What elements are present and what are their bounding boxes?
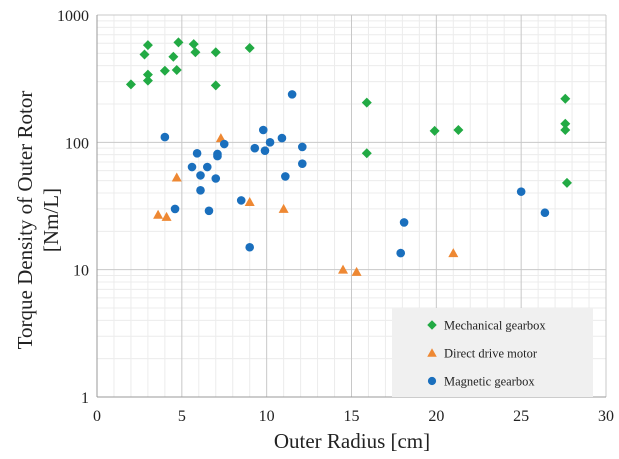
data-point xyxy=(160,132,170,142)
y-axis-label: Torque Density of Outer Rotor [Nm/L] xyxy=(13,91,63,350)
y-tick-labels: 1 10 100 1000 xyxy=(57,8,89,407)
data-point xyxy=(265,138,275,147)
x-tick-labels: 0 5 10 15 20 25 30 xyxy=(93,408,614,425)
y-tick-label: 1 xyxy=(81,390,89,407)
data-point xyxy=(399,218,409,227)
data-point xyxy=(204,206,214,216)
x-tick-label: 5 xyxy=(178,408,186,425)
data-point xyxy=(190,47,201,58)
data-point xyxy=(540,208,550,218)
data-point xyxy=(192,149,202,158)
data-point xyxy=(429,125,440,136)
x-axis-label: Outer Radius [cm] xyxy=(274,429,430,453)
data-point xyxy=(196,186,205,195)
y-tick-label: 10 xyxy=(73,263,89,280)
data-point xyxy=(287,90,297,99)
data-point xyxy=(260,146,270,155)
data-point xyxy=(210,47,221,58)
data-points xyxy=(125,37,572,276)
data-point xyxy=(173,37,184,48)
data-point xyxy=(453,124,464,135)
legend-label: Mechanical gearbox xyxy=(444,319,546,333)
data-point xyxy=(560,93,571,104)
legend-marker xyxy=(427,348,437,357)
data-point xyxy=(188,39,199,50)
data-point xyxy=(142,75,153,86)
data-point xyxy=(168,51,179,62)
legend-marker xyxy=(427,320,437,330)
x-tick-label: 0 xyxy=(93,408,101,425)
data-point xyxy=(244,196,255,206)
x-tick-label: 20 xyxy=(428,408,444,425)
data-point xyxy=(171,64,182,75)
data-point xyxy=(153,209,164,219)
data-point xyxy=(161,211,172,221)
data-point xyxy=(278,203,289,213)
data-point xyxy=(338,264,349,274)
data-point xyxy=(297,142,307,152)
data-point xyxy=(561,177,572,188)
data-point xyxy=(187,162,197,172)
y-tick-label: 1000 xyxy=(57,8,89,25)
y-axis-label-line-1: Torque Density of Outer Rotor xyxy=(13,91,37,350)
legend-label: Direct drive motor xyxy=(444,347,538,361)
x-tick-label: 30 xyxy=(598,408,614,425)
data-point xyxy=(297,159,307,168)
data-point xyxy=(202,162,212,172)
data-point xyxy=(210,80,221,91)
data-point xyxy=(236,196,246,205)
data-point xyxy=(277,133,287,143)
data-point xyxy=(560,124,571,135)
data-point xyxy=(159,65,170,76)
data-point xyxy=(139,49,150,60)
data-point xyxy=(560,118,571,129)
data-point xyxy=(142,69,153,80)
x-tick-label: 25 xyxy=(513,408,529,425)
data-point xyxy=(211,174,221,183)
data-point xyxy=(219,139,229,149)
data-point xyxy=(213,149,222,159)
y-tick-label: 100 xyxy=(65,135,89,152)
data-point xyxy=(258,125,268,135)
y-axis-label-line-2: [Nm/L] xyxy=(39,188,63,252)
x-tick-label: 15 xyxy=(344,408,360,425)
data-point xyxy=(396,248,406,258)
data-point xyxy=(245,242,254,252)
legend-box xyxy=(392,308,593,397)
legend: Mechanical gearbox Direct drive motor Magn… xyxy=(392,308,593,397)
legend-marker xyxy=(427,376,437,386)
data-point xyxy=(125,79,136,90)
data-point xyxy=(196,171,205,180)
data-point xyxy=(361,97,372,108)
data-point xyxy=(361,148,372,159)
data-point xyxy=(516,187,526,196)
data-point xyxy=(281,172,290,181)
data-point xyxy=(250,143,260,153)
data-point xyxy=(351,266,362,276)
legend-label: Magnetic gearbox xyxy=(444,375,535,389)
data-point xyxy=(142,40,153,51)
data-point xyxy=(170,204,180,214)
x-tick-label: 10 xyxy=(259,408,275,425)
data-point xyxy=(448,248,459,258)
data-point xyxy=(171,172,182,182)
data-point xyxy=(244,43,255,54)
